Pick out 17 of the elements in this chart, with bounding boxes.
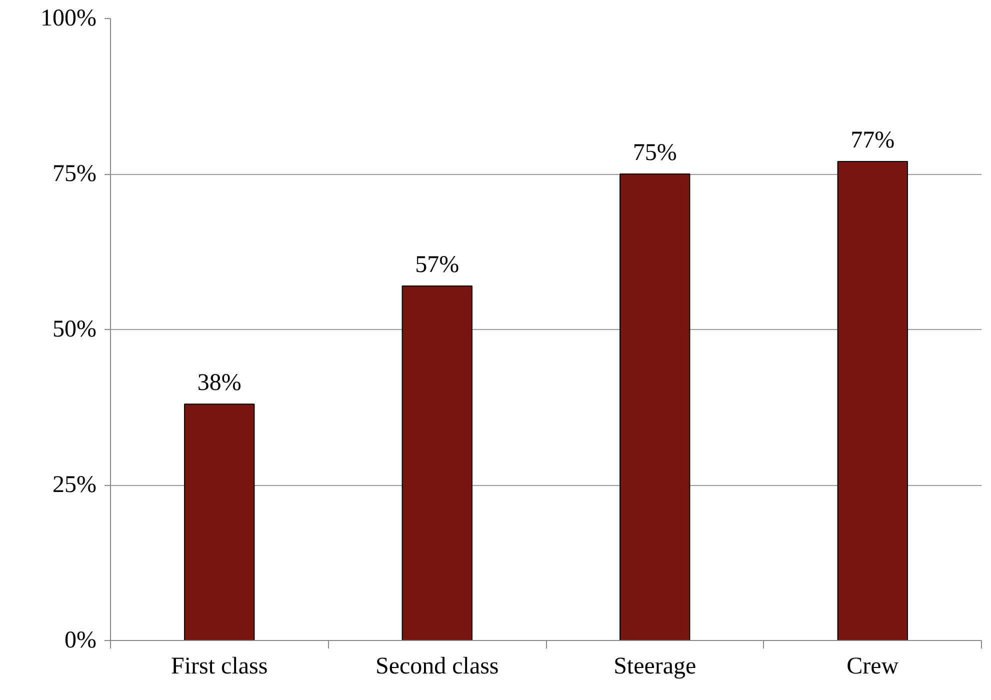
y-tick-label: 75% — [52, 161, 97, 187]
bar — [402, 285, 472, 640]
y-tick-label: 50% — [52, 316, 97, 342]
y-tick-label: 25% — [52, 472, 97, 498]
y-tick-label: 0% — [64, 628, 97, 654]
y-tick-label: 100% — [40, 6, 97, 32]
data-label: 77% — [850, 128, 895, 154]
bar — [184, 404, 255, 640]
bar — [620, 174, 690, 640]
data-label: 38% — [197, 370, 242, 396]
data-label: 75% — [632, 140, 677, 166]
x-tick-label: Crew — [846, 654, 900, 680]
data-label: 57% — [415, 252, 460, 278]
x-tick-label: Steerage — [614, 654, 696, 680]
x-tick-label: Second class — [375, 654, 499, 680]
bar — [837, 161, 908, 640]
x-tick-label: First class — [171, 654, 268, 680]
